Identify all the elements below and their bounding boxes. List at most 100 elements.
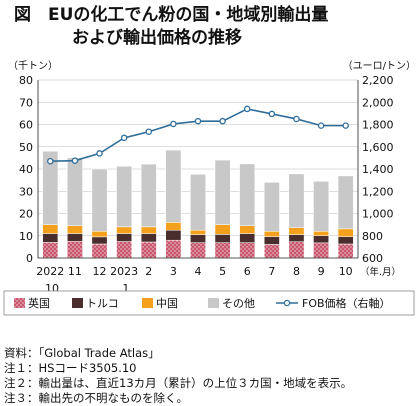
note-1: 注１：HSコード3505.10	[4, 361, 137, 375]
price-point	[317, 122, 325, 129]
bar-segment	[140, 163, 157, 228]
legend-swatch	[72, 298, 83, 308]
right-tick-label: 1,400	[362, 163, 394, 176]
price-point	[194, 117, 202, 125]
bar-segment	[263, 231, 280, 237]
legend-line-marker	[283, 299, 291, 307]
bar-segment	[42, 224, 59, 234]
x-tick-label-line: 8	[293, 265, 300, 278]
bar-segment	[190, 174, 206, 231]
left-tick-label: 80	[19, 74, 33, 87]
bar-segment	[337, 243, 354, 259]
price-point	[170, 120, 177, 128]
legend-label: FOB価格（右軸）	[302, 296, 391, 310]
x-tick-label-line: 5	[219, 265, 226, 278]
bar-segment	[140, 241, 157, 259]
bar-segment	[67, 241, 83, 259]
note-source: 資料：「Global Trade Atlas」	[4, 346, 160, 360]
right-tick-label: 1,600	[362, 141, 394, 154]
bar-segment	[288, 227, 305, 235]
bar-segment	[165, 149, 182, 223]
left-tick-label: 50	[19, 141, 33, 154]
bar-segment	[214, 224, 231, 235]
legend-swatch	[14, 298, 25, 308]
chart-title-line1: 図 EUの化工でん粉の国・地域別輸出量	[14, 5, 329, 25]
bar-segment	[91, 236, 108, 245]
bar-segment	[116, 233, 133, 242]
x-tick-label-line: 10	[339, 265, 353, 278]
price-point	[47, 157, 54, 165]
left-tick-label: 60	[19, 119, 33, 132]
price-point	[293, 115, 300, 123]
x-tick-label: 8	[293, 265, 300, 278]
bar-segment	[288, 241, 305, 259]
price-point	[268, 110, 276, 118]
x-tick-label: 2022.10	[36, 265, 64, 295]
price-point	[96, 150, 103, 157]
x-tick-label: 10	[339, 265, 353, 278]
bar-segment	[313, 235, 329, 244]
left-tick-label: 20	[19, 208, 33, 221]
bar-segment	[67, 157, 83, 226]
bar-segment	[337, 236, 354, 245]
x-tick-label: 5	[219, 265, 226, 278]
bar-segment	[313, 231, 329, 237]
bar-segment	[263, 182, 280, 232]
bar-segment	[313, 180, 329, 232]
right-tick-label: 2,000	[362, 96, 394, 109]
left-axis-unit: （千トン）	[8, 61, 58, 72]
bar-segment	[67, 233, 83, 242]
x-tick-label: 3	[170, 265, 177, 278]
bar-segment	[190, 242, 206, 259]
x-tick-label-line: 7	[268, 265, 275, 278]
bar-segment	[288, 173, 305, 228]
price-point	[342, 122, 349, 129]
x-tick-label: 9	[318, 265, 325, 278]
x-tick-label-line: .1	[119, 282, 130, 295]
bar-segment	[165, 222, 182, 231]
bar-segment	[140, 233, 157, 243]
bar-segment	[337, 175, 354, 230]
left-tick-label: 30	[19, 185, 33, 198]
x-tick-label: 12	[93, 265, 107, 278]
x-tick-label-line: 11	[68, 265, 82, 278]
bar-segment	[337, 228, 354, 237]
x-tick-label: 2	[145, 265, 152, 278]
bar-segment	[263, 236, 280, 245]
bars	[42, 149, 354, 259]
chart-title-line2: および輸出価格の推移	[72, 28, 242, 48]
bar-segment	[190, 234, 206, 243]
bar-segment	[239, 163, 256, 226]
left-tick-label: 40	[19, 163, 33, 176]
right-tick-label: 800	[362, 230, 383, 243]
bar-segment	[263, 244, 280, 259]
bar-segment	[239, 242, 256, 259]
legend: 英国 トルコ 中国 その他 FOB価格（右軸）	[3, 290, 415, 316]
bar-segment	[190, 229, 206, 235]
bar-segment	[116, 226, 133, 234]
notes: 資料：「Global Trade Atlas」 注１：HSコード3505.10 …	[4, 346, 352, 406]
bar-segment	[165, 239, 182, 259]
x-tick-label: 7	[268, 265, 275, 278]
bar-segment	[239, 233, 256, 243]
right-axis-unit: （ユーロ/トン）	[342, 61, 416, 72]
x-tick-label-line: 2023	[110, 265, 138, 278]
chart-title: 図 EUの化工でん粉の国・地域別輸出量 および輸出価格の推移	[14, 4, 328, 50]
bar-segment	[116, 241, 133, 259]
bar-segment	[91, 243, 108, 259]
bar-segment	[288, 234, 305, 243]
bar-segment	[91, 231, 108, 238]
chart-svg: 0 10 20 30 40 50 60 70 80 600 800 1,000 1,200 1,400 1,…	[3, 74, 415, 316]
x-tick-label: 6	[244, 265, 251, 278]
bar-segment	[91, 168, 108, 232]
right-tick-label: 600	[362, 252, 383, 265]
bar-segment	[42, 242, 59, 259]
left-tick-label: 10	[19, 230, 33, 243]
x-tick-label-line: 3	[170, 265, 177, 278]
bar-segment	[42, 233, 59, 243]
legend-label: その他	[222, 297, 255, 310]
right-tick-label: 1,800	[362, 119, 394, 132]
price-point	[243, 105, 251, 113]
bar-segment	[67, 225, 83, 234]
x-tick-label-line: 9	[318, 265, 325, 278]
